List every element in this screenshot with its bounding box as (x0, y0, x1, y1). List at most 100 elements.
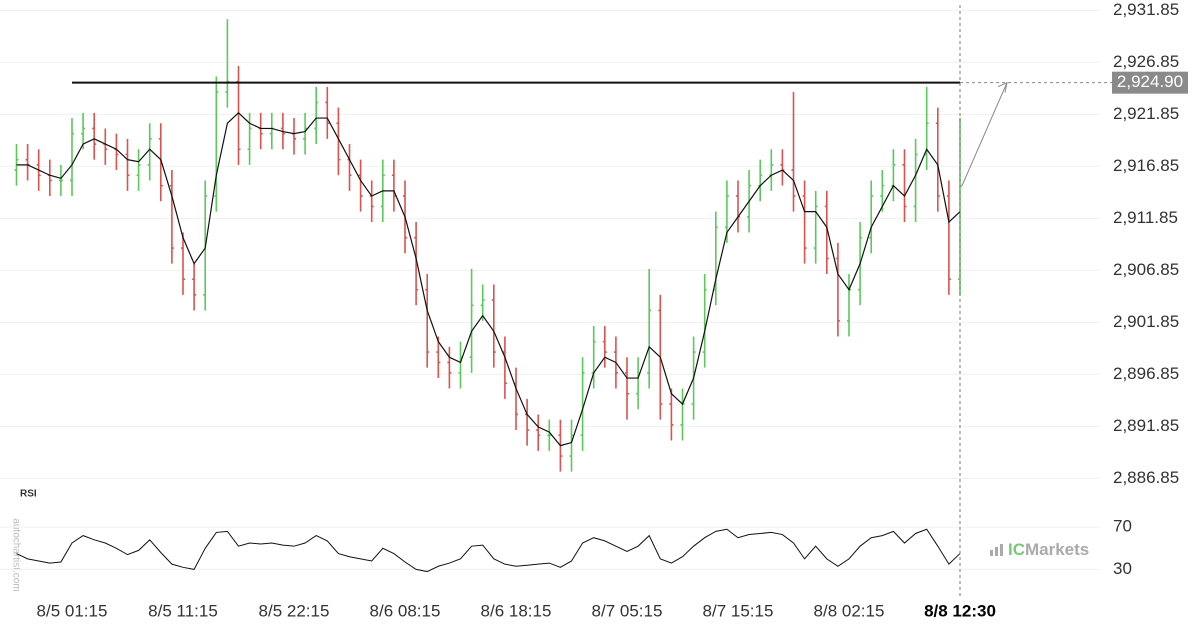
ohlc-bar (835, 242, 840, 337)
ohlc-bar (713, 211, 718, 306)
ohlc-bar (391, 159, 396, 212)
ohlc-bar (935, 107, 940, 212)
x-tick-label: 8/8 12:30 (924, 601, 996, 620)
ohlc-bar (491, 284, 496, 368)
ohlc-bar (325, 86, 330, 139)
ohlc-bar (791, 92, 796, 212)
ohlc-bar (547, 419, 552, 451)
ohlc-bar (181, 232, 185, 295)
ohlc-bar (169, 170, 174, 264)
ohlc-bar (813, 190, 818, 264)
ohlc-bar (569, 419, 574, 472)
brand-ic: IC (1008, 540, 1025, 559)
x-tick-label: 8/5 01:15 (37, 601, 108, 620)
ohlc-bar (702, 274, 707, 368)
ohlc-bar (469, 268, 474, 373)
arrow-head (997, 81, 1008, 93)
y-tick-label: 2,921.85 (1113, 104, 1179, 123)
ohlc-bar (525, 398, 530, 446)
ohlc-bar (336, 107, 341, 176)
forecast-arrow (961, 82, 1008, 186)
ohlc-bar (514, 367, 518, 431)
ohlc-bar (47, 159, 52, 197)
ohlc-bar (847, 274, 851, 337)
ohlc-bar (891, 149, 896, 202)
x-tick-label: 8/6 08:15 (370, 601, 441, 620)
ohlc-bar (669, 388, 674, 441)
watermark: autochartist.com (10, 518, 21, 591)
ohlc-bar (946, 180, 951, 295)
ohlc-bar (502, 336, 507, 399)
ohlc-bar (214, 76, 219, 212)
ohlc-bar (225, 19, 230, 108)
brand-bars (990, 544, 1003, 556)
ohlc-bar (636, 357, 641, 410)
ohlc-bar (81, 112, 86, 150)
moving-average (16, 112, 961, 447)
ohlc-bar (136, 149, 141, 191)
ohlc-bar (25, 144, 30, 181)
ohlc-bar (780, 149, 785, 186)
ohlc-bar (625, 357, 629, 420)
y-tick-label: 2,916.85 (1113, 156, 1179, 175)
ohlc-bar (269, 112, 274, 150)
ohlc-bar (924, 86, 929, 171)
x-tick-label: 8/5 22:15 (259, 601, 330, 620)
rsi-tick-label: 30 (1113, 559, 1132, 578)
ohlc-bar (369, 180, 374, 223)
ohlc-bar (236, 66, 241, 165)
ohlc-bar (247, 112, 252, 165)
ohlc-bar (70, 118, 74, 197)
ohlc-bar (580, 357, 585, 451)
x-label-bg (924, 601, 996, 623)
ohlc-bar (602, 326, 607, 368)
x-tick-label: 8/6 18:15 (481, 601, 552, 620)
ohlc-bar (125, 138, 130, 191)
ohlc-bar (58, 164, 63, 197)
ohlc-bar (158, 123, 163, 202)
y-tick-label: 2,931.85 (1113, 0, 1179, 19)
y-tick-label: 2,886.85 (1113, 468, 1179, 487)
ohlc-bar (347, 144, 352, 191)
ohlc-bar (358, 159, 363, 212)
rsi-line (16, 528, 961, 573)
y-tick-label: 2,896.85 (1113, 364, 1179, 383)
ohlc-bar (314, 86, 319, 145)
x-tick-label: 8/7 15:15 (703, 601, 774, 620)
ohlc-bar (824, 190, 829, 275)
y-tick-label: 2,891.85 (1113, 416, 1179, 435)
ohlc-bar (913, 138, 918, 223)
ohlc-bar (680, 388, 685, 441)
rsi-title: RSI (20, 489, 37, 500)
ohlc-bar (103, 128, 108, 165)
ohlc-bar (880, 170, 885, 212)
ohlc-bar (114, 133, 119, 171)
brand-markets: Markets (1025, 540, 1089, 559)
brand-logo: ICMarkets (1008, 540, 1089, 559)
ohlc-bar (258, 112, 263, 150)
x-tick-label: 8/8 02:15 (814, 601, 885, 620)
ohlc-bar (447, 346, 452, 389)
ohlc-bar (147, 123, 152, 181)
ohlc-bar (647, 268, 652, 389)
x-tick-label: 8/7 05:15 (592, 601, 663, 620)
y-tick-label: 2,906.85 (1113, 260, 1179, 279)
ohlc-bar (902, 149, 907, 223)
ohlc-bar (758, 159, 763, 202)
x-tick-label: 8/5 11:15 (148, 601, 218, 620)
y-tick-label: 2,926.85 (1113, 52, 1179, 71)
ohlc-bar (869, 180, 874, 254)
ohlc-bar (92, 112, 97, 160)
ohlc-bar (536, 414, 541, 451)
ohlc-bar (425, 274, 430, 368)
ohlc-bar (192, 263, 197, 311)
ohlc-bar (436, 336, 441, 379)
level-label: 2,924.90 (1117, 72, 1183, 91)
ohlc-bar (414, 222, 419, 306)
ohlc-bar (802, 180, 807, 264)
ohlc-bar (292, 118, 296, 155)
y-tick-label: 2,911.85 (1113, 208, 1178, 227)
ohlc-bar (769, 149, 774, 191)
y-tick-label: 2,901.85 (1113, 312, 1179, 331)
